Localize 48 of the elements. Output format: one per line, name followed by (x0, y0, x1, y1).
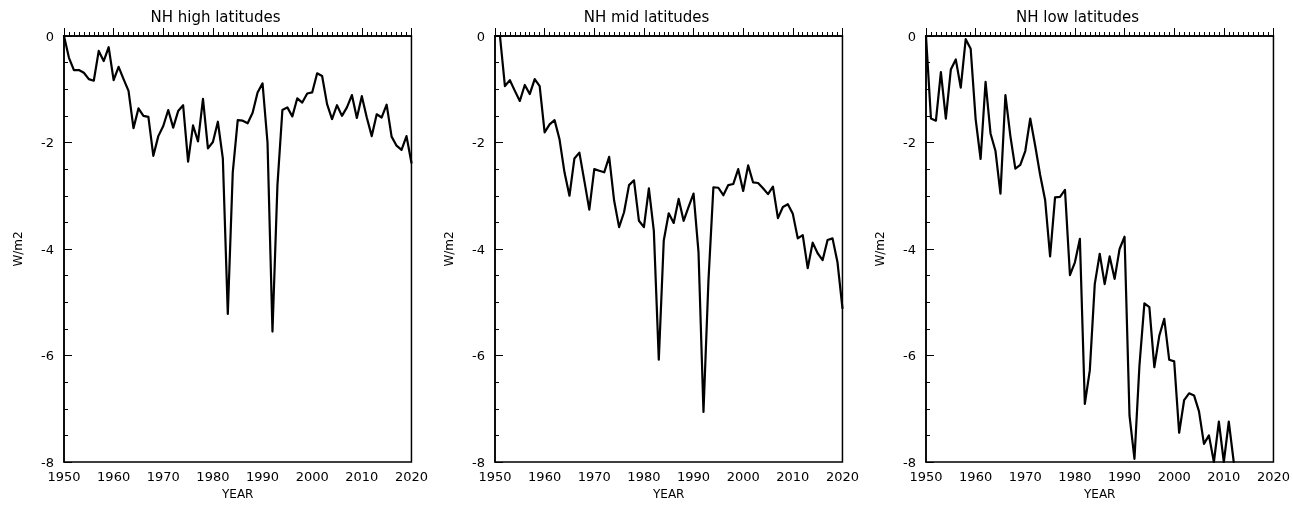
x-tick-label: 2000 (1157, 469, 1191, 484)
x-axis-title: YEAR (220, 486, 254, 501)
chart-title: NH high latitudes (150, 7, 281, 26)
y-tick-label: -8 (472, 454, 485, 470)
x-tick-label: 1980 (196, 469, 230, 484)
chart-title: NH low latitudes (1015, 7, 1140, 26)
x-tick-label: 1960 (97, 469, 131, 484)
y-tick-label: -6 (472, 348, 485, 363)
x-tick-label: 2020 (825, 469, 859, 484)
x-axis-title: YEAR (1082, 486, 1116, 501)
x-tick-label: 1990 (1108, 469, 1142, 484)
x-tick-label: 1970 (146, 469, 180, 484)
y-tick-label: -6 (903, 348, 916, 363)
y-tick-label: -8 (41, 454, 54, 470)
y-tick-label: 0 (45, 28, 54, 44)
x-tick-label: 1980 (1058, 469, 1092, 484)
x-tick-label: 1950 (478, 469, 512, 484)
x-tick-label: 2010 (776, 469, 810, 484)
x-tick-label: 1990 (246, 469, 280, 484)
y-axis-title: W/m2 (11, 231, 25, 267)
y-tick-label: -2 (472, 135, 485, 150)
y-tick-label: 0 (476, 28, 485, 44)
y-axis-title: W/m2 (873, 231, 887, 267)
x-tick-label: 2020 (1256, 469, 1290, 484)
x-tick-label: 2000 (726, 469, 760, 484)
x-tick-label: 1960 (959, 469, 993, 484)
x-tick-label: 2010 (1207, 469, 1241, 484)
x-tick-label: 1990 (677, 469, 711, 484)
x-tick-label: 1980 (627, 469, 661, 484)
x-tick-label: 1970 (1008, 469, 1042, 484)
y-tick-label: -4 (41, 241, 54, 257)
x-tick-label: 1960 (528, 469, 562, 484)
y-tick-label: 0 (907, 28, 916, 44)
x-tick-label: 2000 (295, 469, 329, 484)
x-tick-label: 1950 (909, 469, 943, 484)
x-tick-label: 1970 (577, 469, 611, 484)
y-tick-label: -4 (903, 241, 916, 257)
x-tick-label: 1950 (47, 469, 81, 484)
y-tick-label: -6 (41, 348, 54, 363)
y-tick-label: -8 (903, 454, 916, 470)
y-tick-label: -2 (41, 135, 54, 150)
y-tick-label: -2 (903, 135, 916, 150)
x-tick-label: 2020 (394, 469, 428, 484)
chart-title: NH mid latitudes (583, 7, 710, 26)
y-axis-title: W/m2 (442, 231, 456, 267)
y-tick-label: -4 (472, 241, 485, 257)
x-axis-title: YEAR (651, 486, 685, 501)
x-tick-label: 2010 (345, 469, 379, 484)
